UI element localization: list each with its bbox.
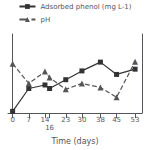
svg-text:Adsorbed phenol (mg L-1): Adsorbed phenol (mg L-1) [40, 3, 131, 11]
svg-text:38: 38 [96, 116, 105, 124]
svg-text:pH: pH [40, 16, 50, 24]
svg-text:0: 0 [10, 116, 14, 124]
svg-text:53: 53 [131, 116, 140, 124]
svg-text:14: 14 [41, 116, 50, 124]
svg-text:30: 30 [77, 116, 86, 124]
svg-text:23: 23 [61, 116, 70, 124]
svg-text:Time (days): Time (days) [50, 137, 98, 146]
svg-text:45: 45 [112, 116, 121, 124]
svg-text:16: 16 [45, 124, 54, 132]
svg-text:7: 7 [27, 116, 31, 124]
